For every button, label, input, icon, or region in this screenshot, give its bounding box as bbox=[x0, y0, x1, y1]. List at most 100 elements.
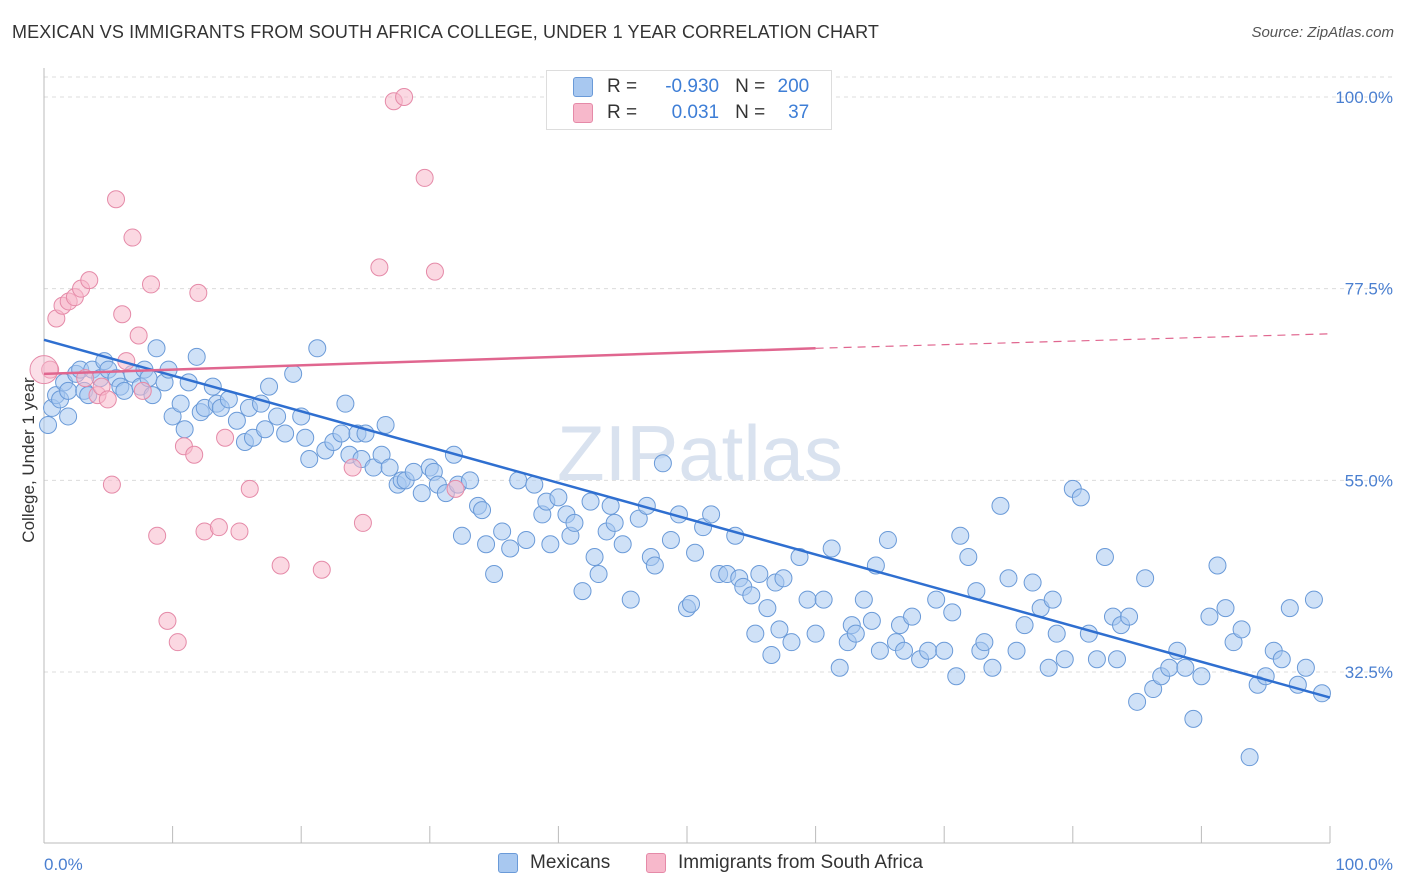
point-mexicans bbox=[1015, 616, 1034, 635]
y-tick-labels: 32.5% 55.0% 77.5% 100.0% bbox=[1335, 88, 1393, 682]
point-south-africa bbox=[189, 283, 208, 302]
point-mexicans bbox=[798, 590, 817, 609]
point-mexicans bbox=[895, 641, 914, 660]
trend-line-south-africa bbox=[43, 347, 816, 376]
point-mexicans bbox=[296, 428, 315, 447]
bottom-legend-label: Mexicans bbox=[530, 852, 611, 873]
point-mexicans bbox=[1240, 748, 1259, 767]
watermark: ZIPatlas bbox=[557, 409, 843, 497]
point-mexicans bbox=[1087, 650, 1106, 669]
point-mexicans bbox=[686, 543, 705, 562]
point-south-africa bbox=[148, 526, 167, 545]
point-mexicans bbox=[300, 450, 319, 469]
point-mexicans bbox=[951, 526, 970, 545]
point-south-africa bbox=[185, 445, 204, 464]
x-tick-label: 0.0% bbox=[44, 855, 83, 874]
point-south-africa bbox=[395, 88, 414, 106]
point-mexicans bbox=[493, 522, 512, 541]
point-south-africa bbox=[129, 326, 148, 345]
point-south-africa bbox=[216, 428, 235, 447]
point-mexicans bbox=[782, 633, 801, 652]
legend-r-label: R = bbox=[607, 76, 638, 97]
point-mexicans bbox=[477, 535, 496, 554]
point-mexicans bbox=[1192, 667, 1211, 686]
point-mexicans bbox=[1108, 650, 1127, 669]
point-mexicans bbox=[115, 381, 134, 400]
data-points bbox=[29, 88, 1331, 767]
point-mexicans bbox=[1047, 624, 1066, 643]
point-mexicans bbox=[758, 599, 777, 618]
point-mexicans bbox=[645, 556, 664, 575]
y-tick-label: 55.0% bbox=[1345, 471, 1393, 490]
point-mexicans bbox=[404, 462, 423, 481]
point-mexicans bbox=[589, 565, 608, 584]
point-mexicans bbox=[1043, 590, 1062, 609]
point-mexicans bbox=[862, 611, 881, 630]
point-mexicans bbox=[452, 526, 471, 545]
point-mexicans bbox=[742, 586, 761, 605]
point-mexicans bbox=[822, 539, 841, 558]
point-mexicans bbox=[1272, 650, 1291, 669]
point-mexicans bbox=[1296, 658, 1315, 677]
point-mexicans bbox=[268, 407, 287, 426]
point-mexicans bbox=[991, 496, 1010, 515]
legend-row-mexicans: R = -0.930 N = 200 bbox=[573, 74, 809, 100]
legend-r-label: R = bbox=[607, 102, 638, 123]
trend-line-south-africa-extension bbox=[815, 333, 1331, 349]
point-mexicans bbox=[975, 633, 994, 652]
point-mexicans bbox=[1007, 641, 1026, 660]
point-south-africa bbox=[158, 611, 177, 630]
point-south-africa bbox=[123, 228, 142, 247]
legend-swatch-south-africa bbox=[573, 103, 593, 123]
point-mexicans bbox=[332, 424, 351, 443]
point-mexicans bbox=[919, 641, 938, 660]
point-mexicans bbox=[806, 624, 825, 643]
point-south-africa bbox=[312, 560, 331, 579]
point-mexicans bbox=[762, 645, 781, 664]
point-south-africa bbox=[353, 513, 372, 532]
legend-n-label: N = bbox=[735, 76, 766, 97]
point-mexicans bbox=[59, 381, 78, 400]
point-mexicans bbox=[878, 530, 897, 549]
point-south-africa bbox=[415, 168, 434, 187]
point-mexicans bbox=[460, 471, 479, 490]
trend-line-mexicans bbox=[43, 338, 1331, 699]
point-mexicans bbox=[1280, 599, 1299, 618]
legend-r-value: 0.031 bbox=[671, 102, 720, 123]
x-tick-labels: 0.0% 100.0% bbox=[44, 855, 1393, 874]
x-tick-label: 100.0% bbox=[1335, 855, 1393, 874]
bottom-legend-mexicans: Mexicans bbox=[498, 852, 610, 874]
bottom-legend-label: Immigrants from South Africa bbox=[678, 852, 923, 873]
point-mexicans bbox=[1071, 488, 1090, 507]
point-mexicans bbox=[770, 620, 789, 639]
point-mexicans bbox=[870, 641, 889, 660]
point-mexicans bbox=[380, 458, 399, 477]
point-mexicans bbox=[1095, 548, 1114, 566]
point-mexicans bbox=[171, 394, 190, 413]
point-mexicans bbox=[790, 548, 809, 566]
point-mexicans bbox=[1120, 607, 1139, 626]
point-south-africa bbox=[107, 190, 126, 209]
point-mexicans bbox=[163, 407, 182, 426]
point-mexicans bbox=[653, 454, 672, 473]
point-mexicans bbox=[774, 569, 793, 588]
point-mexicans bbox=[1160, 658, 1179, 677]
point-mexicans bbox=[682, 594, 701, 613]
point-south-africa bbox=[113, 305, 132, 324]
legend-r-value: -0.930 bbox=[665, 76, 720, 97]
bottom-legend-south-africa: Immigrants from South Africa bbox=[646, 852, 923, 874]
point-mexicans bbox=[473, 501, 492, 520]
point-mexicans bbox=[336, 394, 355, 413]
point-mexicans bbox=[935, 641, 954, 660]
point-mexicans bbox=[412, 484, 431, 503]
point-south-africa bbox=[141, 275, 160, 294]
legend-swatch-mexicans bbox=[573, 77, 593, 97]
bottom-swatch-mexicans bbox=[498, 853, 518, 873]
point-south-africa bbox=[230, 522, 249, 541]
point-mexicans bbox=[549, 488, 568, 507]
point-south-africa bbox=[102, 475, 121, 494]
stats-legend: R = -0.930 N = 200 R = 0.031 N = 37 bbox=[546, 70, 832, 130]
trend-lines bbox=[43, 333, 1331, 699]
y-tick-label: 77.5% bbox=[1345, 280, 1393, 299]
point-mexicans bbox=[613, 535, 632, 554]
